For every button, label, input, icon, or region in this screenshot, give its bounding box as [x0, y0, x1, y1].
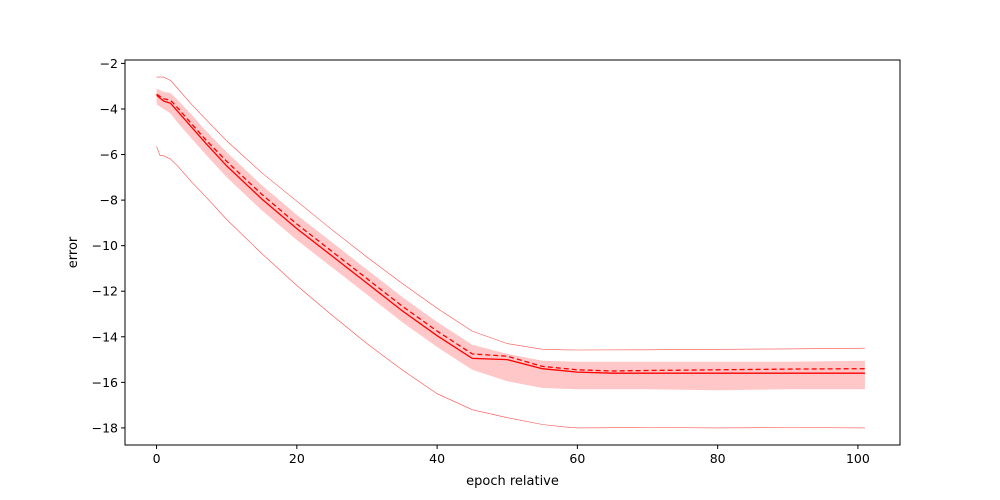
y-tick-label: −10 — [92, 238, 118, 253]
x-axis-label: epoch relative — [466, 474, 559, 489]
mean-line — [156, 94, 865, 374]
y-tick-label: −18 — [92, 420, 118, 435]
x-tick-label: 100 — [846, 451, 870, 466]
x-tick-label: 40 — [429, 451, 445, 466]
x-tick-label: 60 — [569, 451, 585, 466]
y-tick-label: −2 — [100, 56, 118, 71]
min-line — [156, 146, 865, 429]
x-tick-label: 0 — [153, 451, 161, 466]
y-tick-label: −6 — [100, 147, 118, 162]
x-tick-label: 80 — [710, 451, 726, 466]
max-line — [156, 76, 865, 351]
y-axis-label: error — [66, 236, 81, 268]
x-axis-ticks: 0 20 40 60 80 100 — [153, 445, 870, 466]
x-tick-label: 20 — [289, 451, 305, 466]
y-tick-label: −12 — [92, 284, 118, 299]
y-axis-ticks: −18 −16 −14 −12 −10 −8 −6 −4 −2 — [92, 56, 125, 435]
series-layer — [156, 76, 865, 429]
band-layer — [156, 88, 865, 391]
y-tick-label: −14 — [92, 329, 118, 344]
spread-band — [156, 88, 865, 391]
plot-frame — [124, 59, 901, 446]
y-tick-label: −4 — [100, 101, 118, 116]
median-line — [156, 93, 865, 372]
y-tick-label: −16 — [92, 375, 118, 390]
y-tick-label: −8 — [100, 193, 118, 208]
